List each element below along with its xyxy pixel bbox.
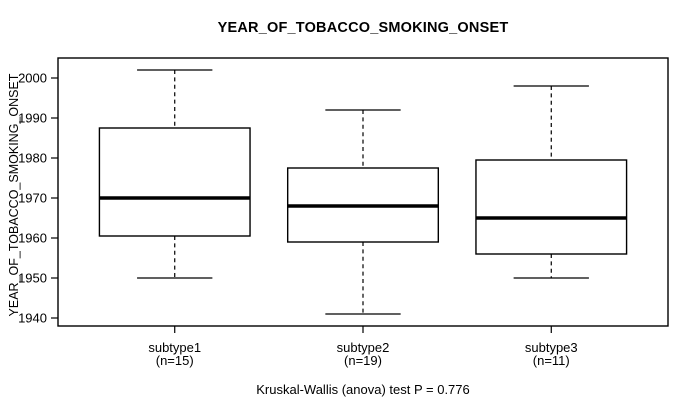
y-axis-tick-label: 2000 xyxy=(18,71,47,86)
kruskal-wallis-caption: Kruskal-Wallis (anova) test P = 0.776 xyxy=(256,382,470,397)
y-axis-tick-label: 1990 xyxy=(18,111,47,126)
y-axis-tick-label: 1970 xyxy=(18,191,47,206)
box-subtype1: subtype1 (n=15) xyxy=(98,69,251,368)
iqr-box xyxy=(98,127,251,237)
x-axis-label: subtype3 (n=11) xyxy=(525,340,578,368)
group-n-label: (n=15) xyxy=(156,353,194,368)
y-axis-tick-label: 1940 xyxy=(18,311,47,326)
group-name-label: subtype1 xyxy=(148,340,201,355)
y-axis-tick-label: 1980 xyxy=(18,151,47,166)
box-subtype3: subtype3 (n=11) xyxy=(475,85,628,368)
group-n-label: (n=19) xyxy=(344,353,382,368)
y-axis-tick-label: 1950 xyxy=(18,271,47,286)
group-name-label: subtype2 xyxy=(337,340,390,355)
group-name-label: subtype3 xyxy=(525,340,578,355)
chart-title: YEAR_OF_TOBACCO_SMOKING_ONSET xyxy=(217,20,509,36)
x-axis-label: subtype1 (n=15) xyxy=(148,340,201,368)
group-n-label: (n=11) xyxy=(533,353,570,368)
box-subtype2: subtype2 (n=19) xyxy=(286,109,440,368)
x-axis-label: subtype2 (n=19) xyxy=(337,340,390,368)
y-axis-tick-label: 1960 xyxy=(18,231,47,246)
iqr-box xyxy=(475,159,628,255)
